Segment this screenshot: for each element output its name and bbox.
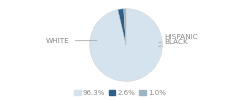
Text: BLACK: BLACK [159,39,188,46]
Text: WHITE: WHITE [46,38,97,44]
Wedge shape [90,9,162,81]
Legend: 96.3%, 2.6%, 1.0%: 96.3%, 2.6%, 1.0% [74,89,166,96]
Wedge shape [124,9,126,45]
Text: HISPANIC: HISPANIC [159,34,198,43]
Wedge shape [118,9,126,45]
